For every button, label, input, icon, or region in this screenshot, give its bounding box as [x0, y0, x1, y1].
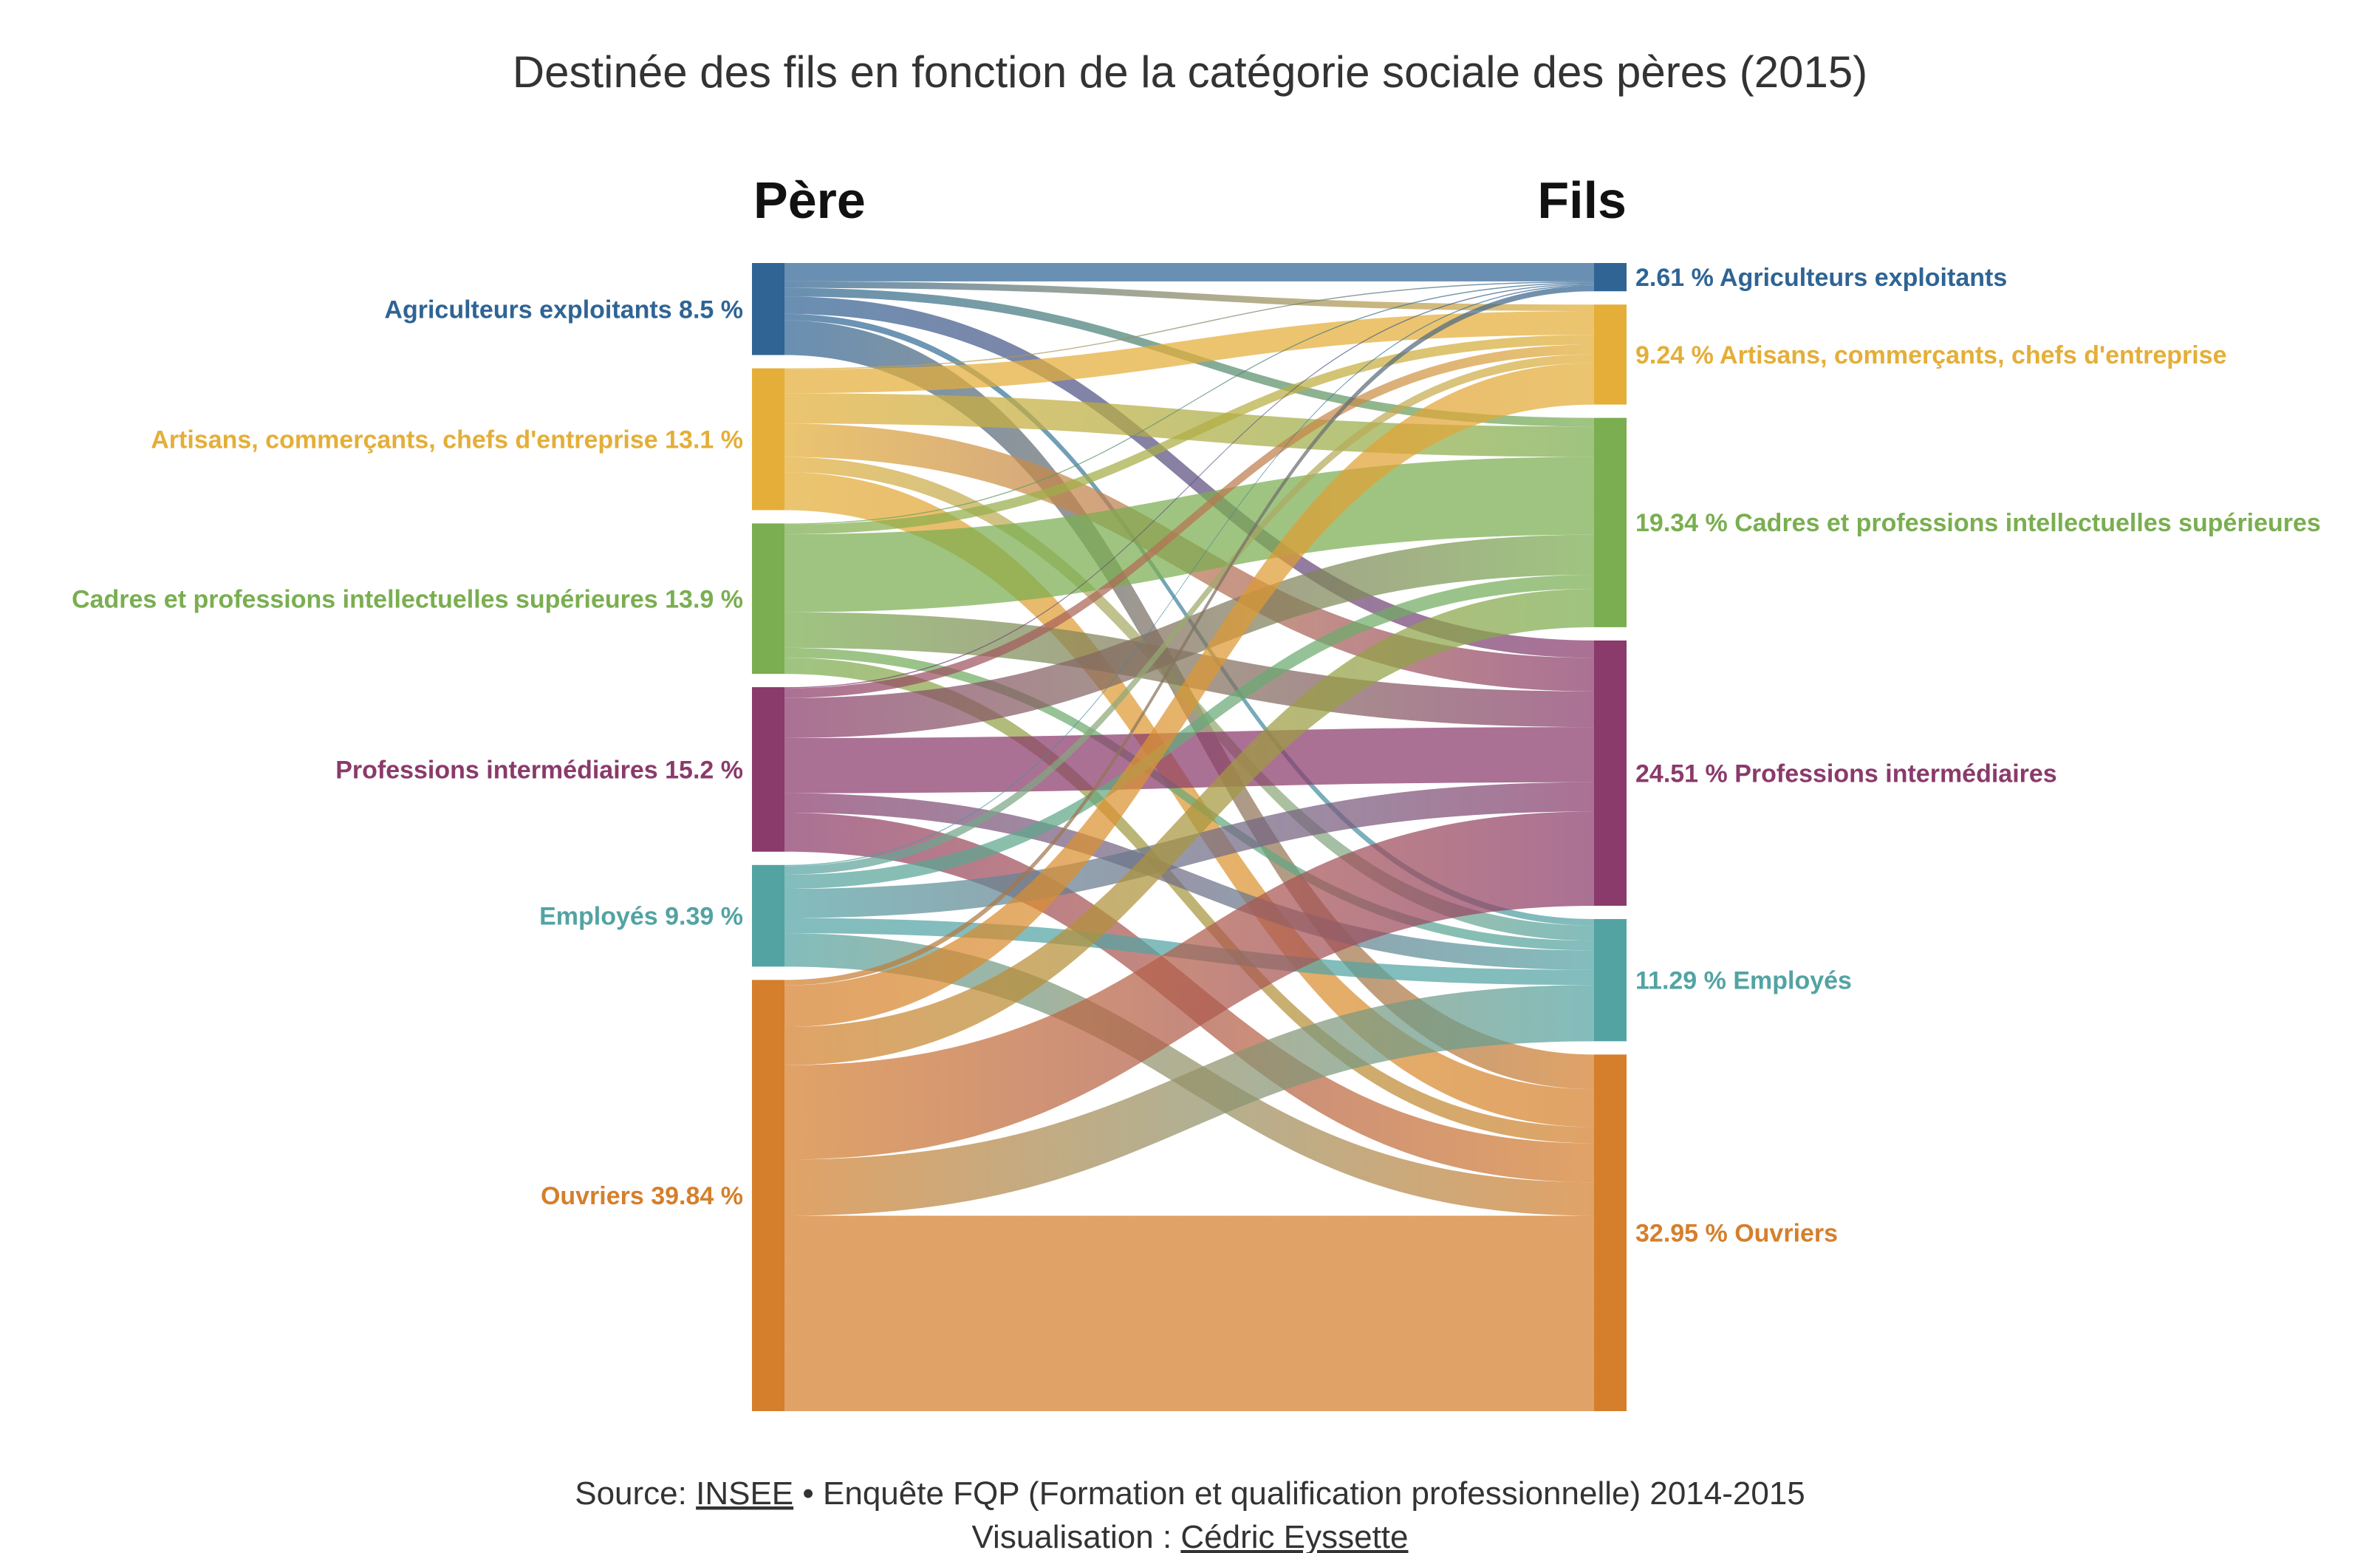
source-label-intermediaires: Professions intermédiaires 15.2 %	[335, 756, 743, 784]
target-label-ouvriers: 32.95 % Ouvriers	[1635, 1220, 1838, 1248]
insee-link[interactable]: INSEE	[696, 1475, 793, 1512]
target-node-cadres[interactable]	[1594, 417, 1627, 627]
flow-ouvriers-to-cadres[interactable]	[784, 589, 1594, 1065]
target-column-header: Fils	[1537, 171, 1627, 229]
target-label-intermediaires: 24.51 % Professions intermédiaires	[1635, 760, 2057, 788]
flow-intermediaires-to-agri[interactable]	[784, 283, 1594, 689]
flow-cadres-to-artisans[interactable]	[784, 335, 1594, 535]
source-label-employes: Employés 9.39 %	[539, 903, 743, 931]
flow-ouvriers-to-artisans[interactable]	[784, 363, 1594, 1028]
flow-cadres-to-agri[interactable]	[784, 282, 1594, 525]
target-label-employes: 11.29 % Employés	[1635, 967, 1852, 995]
flow-agri-to-artisans[interactable]	[784, 281, 1594, 312]
flow-ouvriers-to-agri[interactable]	[784, 285, 1594, 986]
flow-employes-to-agri[interactable]	[784, 284, 1594, 867]
flow-cadres-to-cadres[interactable]	[784, 457, 1594, 612]
flow-intermediaires-to-intermediaires[interactable]	[784, 727, 1594, 793]
flow-intermediaires-to-artisans[interactable]	[784, 344, 1594, 698]
node-labels: Agriculteurs exploitants 8.5 % Artisans, …	[72, 264, 2321, 1248]
flow-cadres-to-employes[interactable]	[784, 647, 1594, 951]
source-node-agri[interactable]	[752, 263, 784, 355]
flow-artisans-to-agri[interactable]	[784, 281, 1594, 369]
target-node-intermediaires[interactable]	[1594, 640, 1627, 906]
source-node-artisans[interactable]	[752, 368, 784, 511]
flow-ouvriers-to-ouvriers[interactable]	[784, 1215, 1594, 1411]
flow-artisans-to-artisans[interactable]	[784, 311, 1594, 394]
target-node-artisans[interactable]	[1594, 304, 1627, 405]
chart-title: Destinée des fils en fonction de la caté…	[513, 47, 1867, 97]
flow-ouvriers-to-employes[interactable]	[784, 985, 1594, 1216]
source-node-intermediaires[interactable]	[752, 687, 784, 852]
source-label-agri: Agriculteurs exploitants 8.5 %	[384, 296, 743, 324]
source-node-employes[interactable]	[752, 864, 784, 967]
source-node-ouvriers[interactable]	[752, 980, 784, 1411]
target-label-artisans: 9.24 % Artisans, commerçants, chefs d'en…	[1635, 341, 2227, 369]
author-link[interactable]: Cédric Eyssette	[1180, 1519, 1408, 1553]
source-label-ouvriers: Ouvriers 39.84 %	[541, 1182, 743, 1210]
flow-ouvriers-to-intermediaires[interactable]	[784, 811, 1594, 1160]
flow-employes-to-artisans[interactable]	[784, 354, 1594, 875]
source-prefix: Source:	[575, 1475, 696, 1512]
target-label-cadres: 19.34 % Cadres et professions intellectu…	[1635, 509, 2321, 537]
flow-intermediaires-to-employes[interactable]	[784, 793, 1594, 970]
flow-links	[784, 263, 1594, 1411]
source-description: • Enquête FQP (Formation et qualificatio…	[793, 1475, 1805, 1512]
target-label-agri: 2.61 % Agriculteurs exploitants	[1635, 264, 2007, 292]
source-node-cadres[interactable]	[752, 523, 784, 675]
target-node-agri[interactable]	[1594, 263, 1627, 292]
source-column-header: Père	[753, 171, 866, 229]
flow-agri-to-intermediaires[interactable]	[784, 296, 1594, 658]
category-nodes	[752, 263, 1627, 1411]
flow-cadres-to-ouvriers[interactable]	[784, 658, 1594, 1144]
visualisation-line: Visualisation : Cédric Eyssette	[971, 1519, 1408, 1553]
flow-employes-to-intermediaires[interactable]	[784, 782, 1594, 918]
source-label-artisans: Artisans, commerçants, chefs d'entrepris…	[151, 426, 743, 454]
target-node-employes[interactable]	[1594, 918, 1627, 1042]
visualisation-prefix: Visualisation :	[971, 1519, 1180, 1553]
flow-agri-to-agri[interactable]	[784, 263, 1594, 281]
source-line: Source: INSEE • Enquête FQP (Formation e…	[575, 1475, 1805, 1512]
flow-cadres-to-intermediaires[interactable]	[784, 612, 1594, 728]
flow-employes-to-cadres[interactable]	[784, 574, 1594, 889]
source-label-cadres: Cadres et professions intellectuelles su…	[72, 585, 743, 613]
target-node-ouvriers[interactable]	[1594, 1054, 1627, 1411]
